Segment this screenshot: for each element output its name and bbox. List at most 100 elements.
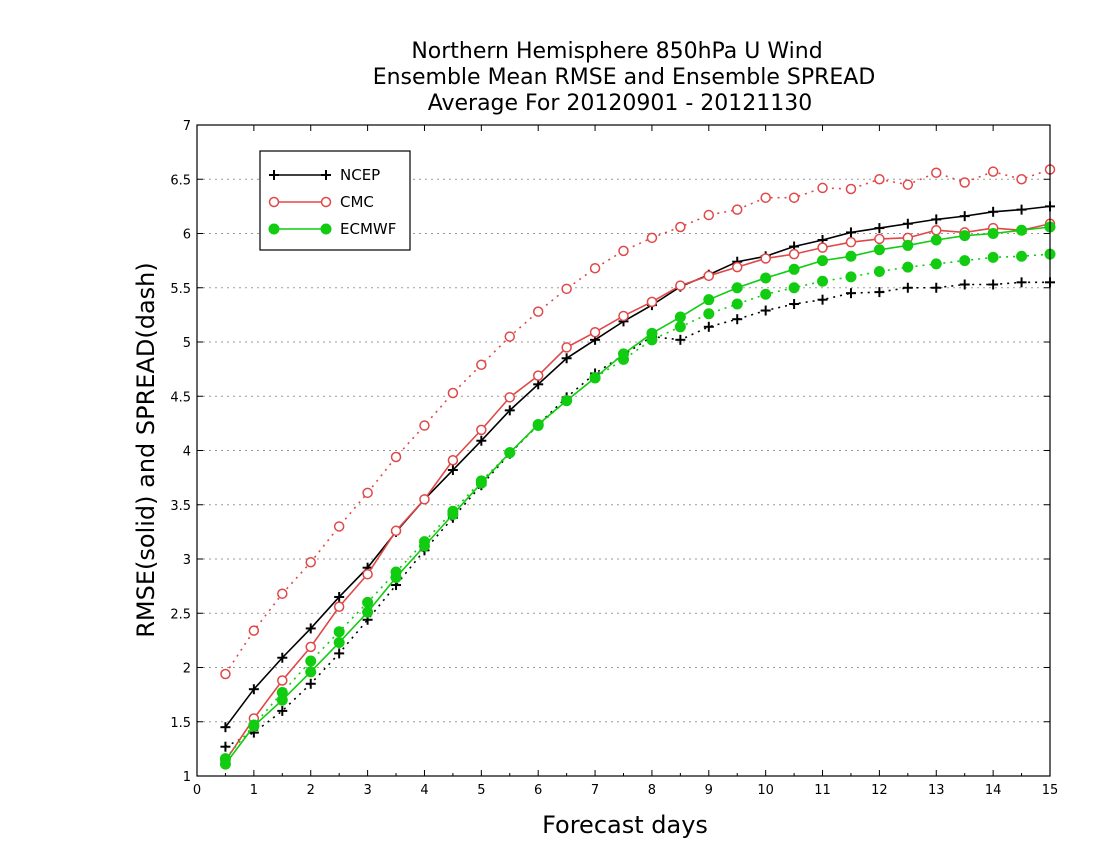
ncep-spread-point [817, 294, 828, 305]
ecmwf-rmse-point [703, 294, 715, 306]
ncep-spread-point [732, 314, 743, 325]
ncep-rmse-point [931, 214, 942, 225]
cmc-spread-point [817, 182, 828, 194]
x-tick-label: 3 [363, 783, 371, 798]
ecmwf-rmse-point [987, 228, 999, 239]
x-tick-label: 2 [307, 783, 315, 798]
cmc-spread-point [703, 209, 715, 221]
cmc-spread-point [504, 331, 516, 342]
ncep-spread-point [334, 648, 345, 659]
legend-label-ncep: NCEP [340, 166, 380, 184]
ncep-rmse-point [874, 223, 885, 234]
cmc-spread-point [305, 557, 316, 568]
cmc-spread-point [532, 306, 544, 317]
ecmwf-rmse-point [930, 234, 942, 246]
ecmwf-spread-point [902, 261, 914, 273]
cmc-spread-point [1016, 174, 1027, 185]
ecmwf-spread-point [930, 258, 942, 270]
cmc-rmse-point [731, 261, 743, 273]
cmc-rmse-point [589, 326, 601, 338]
y-tick-label: 2 [183, 662, 191, 677]
ecmwf-spread-point [703, 308, 715, 320]
y-tick-label: 7 [183, 119, 191, 134]
cmc-rmse-point [390, 525, 402, 537]
ecmwf-spread-line [224, 253, 1051, 760]
ecmwf-rmse-point [845, 250, 857, 262]
ecmwf-rmse-point [646, 327, 658, 339]
x-tick-label: 5 [477, 783, 485, 798]
ncep-rmse-point [476, 435, 487, 446]
ecmwf-rmse-point [475, 477, 487, 489]
ecmwf-spread-point [987, 251, 999, 263]
cmc-spread-point [646, 232, 658, 244]
cmc-rmse-point [504, 392, 516, 403]
ncep-spread-point [703, 321, 714, 332]
y-tick-label: 5.5 [170, 282, 191, 297]
ecmwf-spread-point [1016, 250, 1028, 262]
ecmwf-rmse-point [418, 540, 430, 552]
ecmwf-rmse-point [959, 230, 971, 242]
ncep-spread-point [931, 282, 942, 293]
cmc-rmse-line [224, 222, 1051, 762]
ecmwf-rmse-point [532, 418, 544, 430]
cmc-spread-point [902, 179, 914, 190]
cmc-spread-point [618, 245, 629, 257]
ecmwf-rmse-point [390, 571, 402, 583]
ecmwf-rmse-point [333, 637, 345, 649]
cmc-rmse-point [817, 242, 828, 253]
y-tick-label: 5 [183, 336, 191, 351]
cmc-rmse-point [362, 568, 373, 580]
ecmwf-spread-point [333, 626, 345, 638]
chart-title: Northern Hemisphere 850hPa U Wind Ensemb… [373, 39, 876, 116]
ncep-spread-point [959, 279, 970, 290]
legend-marker-ncep [269, 170, 279, 180]
ncep-rmse-point [902, 218, 913, 229]
y-axis-label: RMSE(solid) and SPREAD(dash) [132, 262, 160, 638]
legend: NCEP CMC ECMWF [259, 150, 411, 251]
cmc-spread-point [845, 183, 857, 195]
y-axis-ticks: 1 1.5 2 2.5 3 3.5 4 4.5 5 5.5 6 6.5 7 [170, 119, 1050, 785]
title-line-1: Northern Hemisphere 850hPa U Wind [411, 39, 822, 64]
y-tick-label: 1 [183, 770, 191, 785]
ncep-rmse-point [845, 227, 856, 238]
x-tick-label: 10 [757, 783, 774, 798]
ecmwf-rmse-point [760, 272, 772, 284]
cmc-rmse-point [305, 641, 316, 653]
cmc-spread-point [476, 359, 487, 371]
ncep-rmse-point [1016, 204, 1027, 215]
ncep-rmse-point [504, 405, 515, 416]
ecmwf-rmse-point [618, 348, 629, 360]
ncep-spread-point [789, 299, 800, 310]
legend-marker-cmc [320, 196, 332, 208]
cmc-rmse-point [561, 342, 572, 353]
ecmwf-rmse-line [224, 226, 1051, 765]
legend-marker-ncep [321, 170, 331, 180]
cmc-rmse-point [760, 253, 771, 264]
ncep-rmse-point [959, 211, 970, 222]
ncep-rmse-point [988, 206, 999, 217]
cmc-spread-point [874, 174, 885, 185]
legend-marker-cmc [268, 196, 280, 208]
ecmwf-rmse-point [362, 606, 374, 618]
y-tick-label: 4 [183, 445, 191, 460]
ncep-spread-point [874, 287, 885, 298]
x-tick-label: 4 [420, 783, 428, 798]
cmc-rmse-point [845, 236, 857, 248]
y-tick-label: 1.5 [170, 716, 191, 731]
ecmwf-rmse-point [248, 720, 260, 732]
ncep-rmse-point [305, 623, 316, 634]
cmc-rmse-point [931, 224, 942, 236]
cmc-rmse-point [476, 424, 487, 436]
ncep-rmse-point [248, 684, 259, 695]
ncep-spread-point [760, 305, 771, 316]
ecmwf-spread-point [674, 321, 686, 333]
ecmwf-spread-point [959, 255, 971, 267]
ncep-spread-point [305, 678, 316, 689]
y-tick-label: 4.5 [170, 390, 191, 405]
legend-label-cmc: CMC [340, 193, 374, 211]
ncep-spread-point [675, 334, 686, 345]
cmc-spread-point [987, 166, 999, 177]
ecmwf-spread-point [788, 282, 800, 294]
x-axis-label: Forecast days [542, 811, 708, 839]
